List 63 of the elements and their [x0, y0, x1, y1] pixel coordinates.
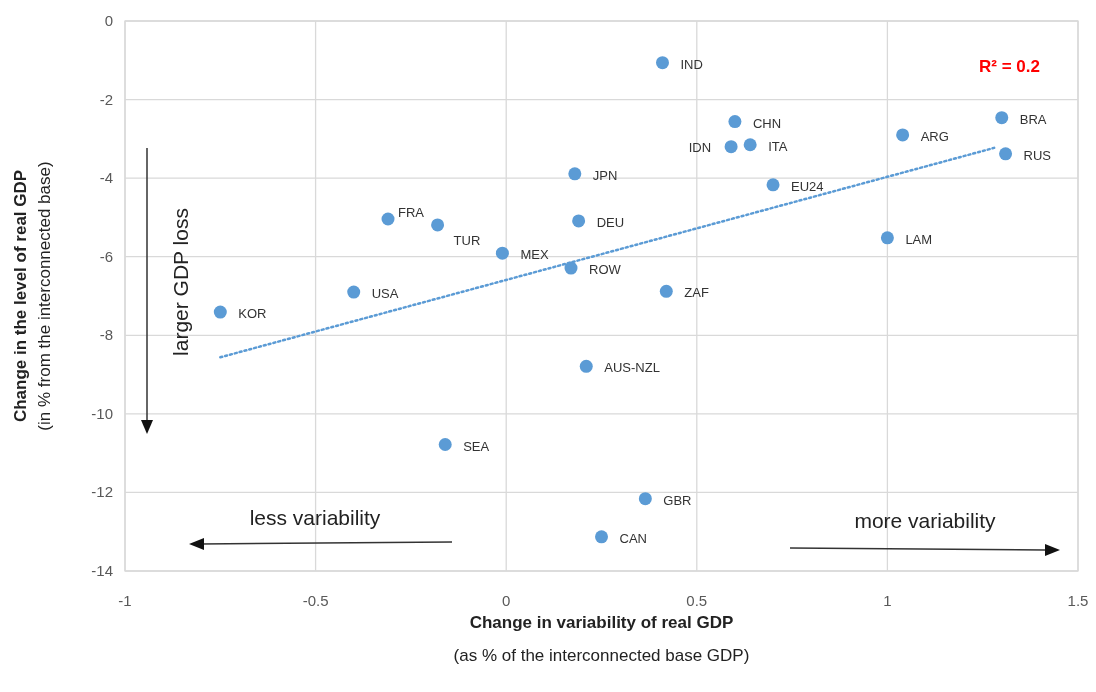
annotation: larger GDP loss: [169, 208, 192, 356]
x-tick-label: 0: [502, 592, 511, 609]
x-tick-label: -0.5: [302, 592, 329, 609]
point: [579, 359, 593, 373]
annotation: more variability: [854, 509, 997, 532]
point: [638, 492, 652, 506]
x-tick-label: 1.5: [1067, 592, 1089, 609]
annotation: less variability: [249, 506, 381, 529]
annotation: CAN: [619, 530, 647, 546]
annotation: AUS-NZL: [604, 360, 660, 376]
point: [728, 115, 742, 129]
point: [896, 128, 910, 142]
annotation: LAM: [905, 231, 933, 247]
point: [999, 147, 1013, 161]
point: [572, 214, 586, 228]
annotation: ARG: [920, 128, 949, 144]
annotation: EU24: [791, 178, 824, 194]
point: [431, 218, 445, 232]
x-tick-label: 0.5: [686, 592, 708, 609]
y-tick-label: -14: [91, 562, 113, 579]
point: [655, 56, 669, 70]
y-tick-label: -4: [99, 169, 113, 187]
annotation: BRA: [1019, 111, 1047, 127]
point: [724, 140, 738, 154]
point: [438, 438, 452, 451]
y-tick-label: -2: [99, 90, 113, 108]
annotation: ROW: [589, 262, 622, 278]
point: [213, 305, 227, 319]
y-tick-label: -6: [99, 247, 113, 265]
annotation: CHN: [752, 115, 782, 131]
point: [595, 530, 608, 544]
annotation: MEX: [520, 247, 549, 263]
point: [880, 231, 894, 245]
annotation: DEU: [596, 214, 625, 230]
annotation: FRA: [398, 205, 425, 220]
y-tick-label: -12: [91, 483, 113, 501]
annotation: SEA: [463, 438, 490, 454]
point: [743, 138, 757, 152]
annotation: ZAF: [684, 285, 709, 301]
y-tick-label: -10: [91, 404, 113, 422]
annotation: USA: [371, 286, 399, 302]
annotation: IDN: [688, 139, 712, 155]
y-axis-title: Change in the level of real GDP (in % from the interconnected base): [11, 161, 54, 431]
annotation: TUR: [453, 232, 481, 248]
annotation: IND: [680, 56, 703, 72]
annotation: ITA: [768, 138, 788, 154]
y-tick-label: -8: [99, 326, 113, 344]
point: [381, 212, 395, 226]
point: [347, 285, 361, 299]
point: [568, 167, 582, 181]
annotation: RUS: [1023, 147, 1052, 163]
annotation: JPN: [592, 167, 618, 183]
y-tick-label: 0: [104, 12, 113, 29]
x-axis-title: Change in variability of real GDP (as % of the interconnected base GDP): [453, 613, 750, 665]
x-tick-label: -1: [118, 592, 132, 609]
x-tick-label: 1: [883, 592, 892, 609]
annotation: KOR: [238, 306, 267, 322]
point: [659, 284, 673, 298]
point: [495, 246, 509, 260]
point: [995, 111, 1009, 125]
annotation: R² = 0.2: [979, 57, 1040, 76]
point: [766, 178, 780, 192]
annotation: GBR: [663, 492, 692, 508]
